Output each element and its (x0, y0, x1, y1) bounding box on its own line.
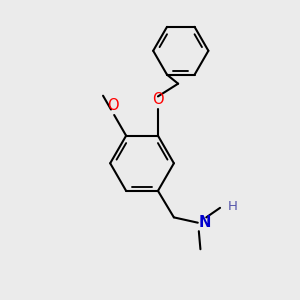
Text: H: H (227, 200, 237, 213)
Text: N: N (199, 215, 211, 230)
Text: O: O (107, 98, 119, 113)
Text: O: O (152, 92, 164, 107)
